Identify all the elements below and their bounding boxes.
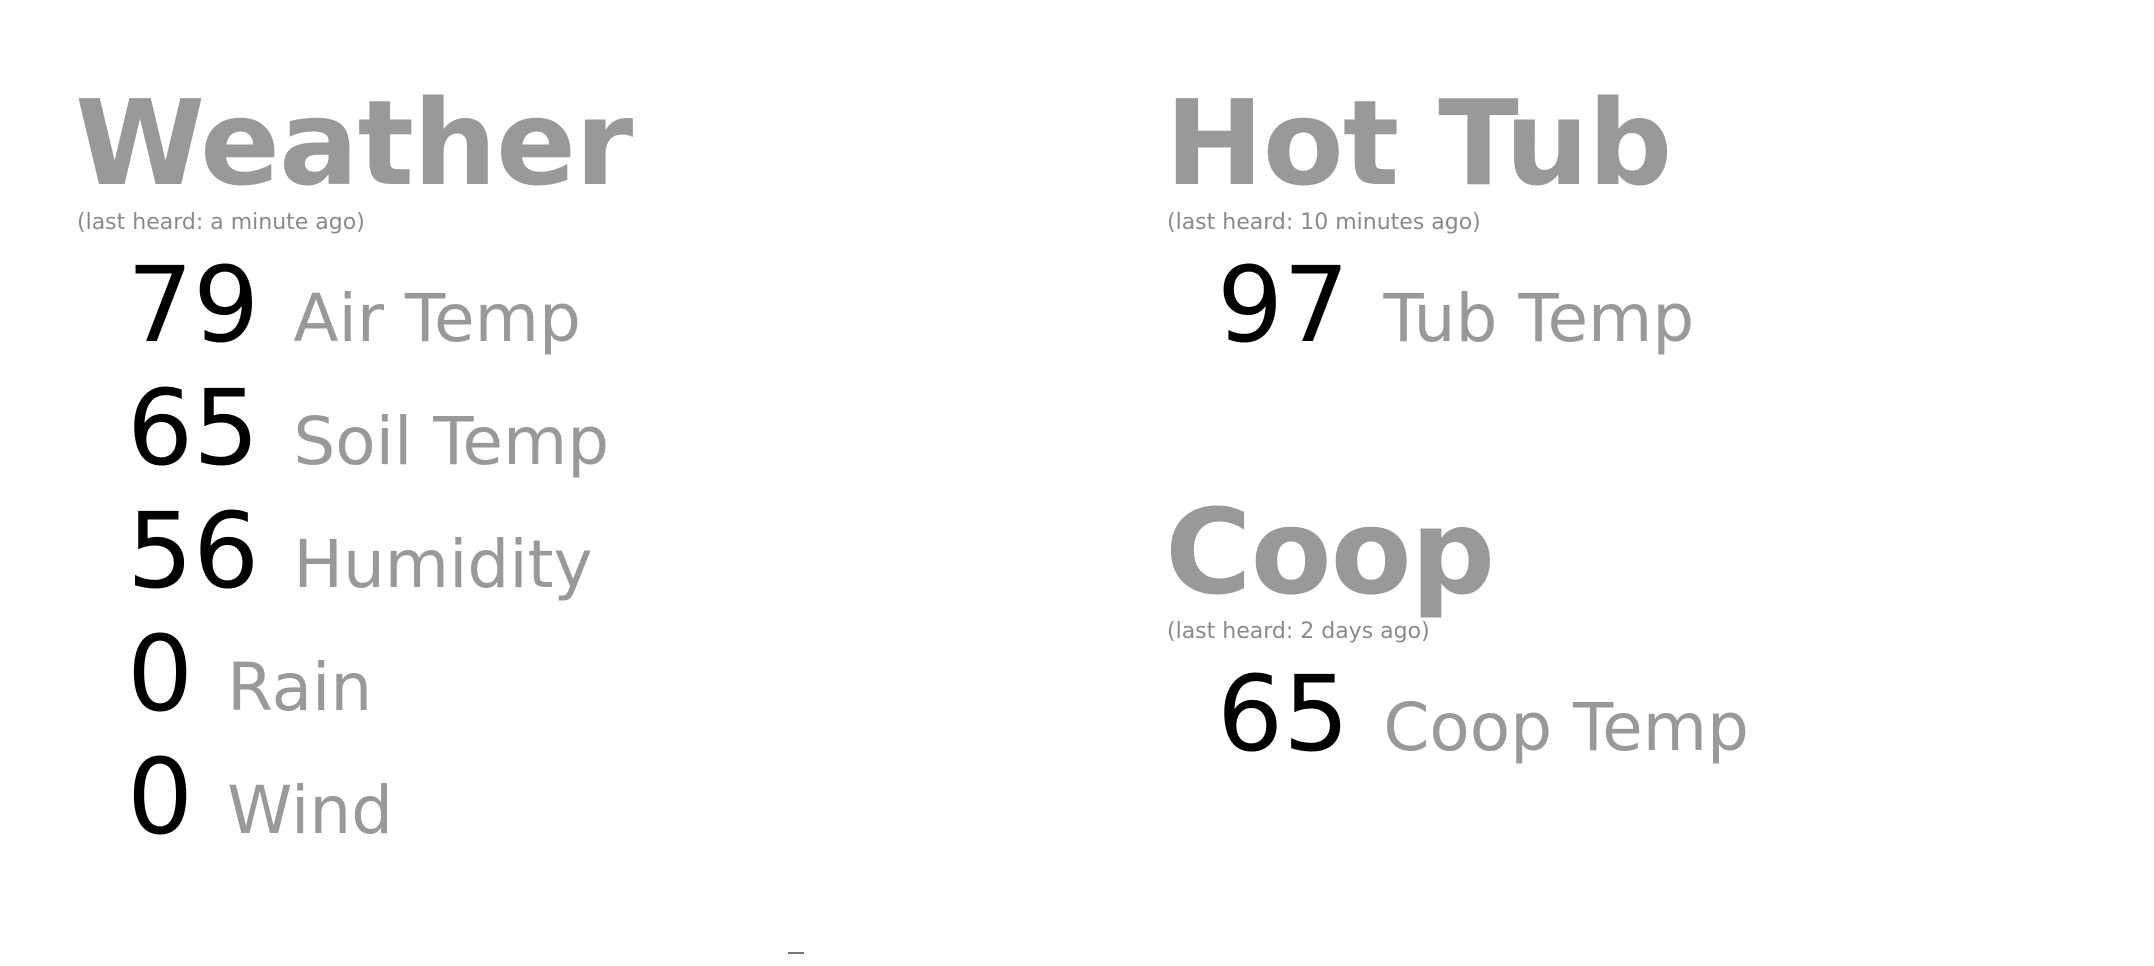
hot-tub-last-heard: (last heard: 10 minutes ago) — [1167, 210, 1481, 235]
coop-last-heard: (last heard: 2 days ago) — [1167, 619, 1430, 644]
hot-tub-readings: 97 Tub Temp — [1165, 244, 1694, 367]
hot-tub-title: Hot Tub — [1165, 74, 1672, 212]
reading-coop-temp: 65 Coop Temp — [1217, 653, 1749, 776]
reading-wind: 0 Wind — [127, 736, 632, 859]
reading-soil-temp: 65 Soil Temp — [127, 367, 632, 490]
tub-temp-label: Tub Temp — [1383, 280, 1695, 357]
tub-temp-value: 97 — [1217, 244, 1350, 366]
soil-temp-label: Soil Temp — [293, 403, 610, 480]
footer-dash — [788, 952, 804, 954]
coop-panel: Coop (last heard: 2 days ago) 65 Coop Te… — [1165, 487, 1749, 776]
coop-temp-label: Coop Temp — [1383, 689, 1749, 766]
reading-rain: 0 Rain — [127, 613, 632, 736]
coop-readings: 65 Coop Temp — [1165, 653, 1749, 776]
reading-air-temp: 79 Air Temp — [127, 244, 632, 367]
wind-value: 0 — [127, 736, 194, 858]
rain-value: 0 — [127, 613, 194, 735]
weather-readings: 79 Air Temp 65 Soil Temp 56 Humidity 0 R… — [75, 244, 632, 859]
coop-temp-value: 65 — [1217, 653, 1350, 775]
humidity-value: 56 — [127, 490, 260, 612]
rain-label: Rain — [227, 649, 373, 726]
air-temp-value: 79 — [127, 244, 260, 366]
humidity-label: Humidity — [293, 526, 593, 603]
wind-label: Wind — [227, 772, 394, 849]
weather-last-heard: (last heard: a minute ago) — [77, 210, 365, 235]
air-temp-label: Air Temp — [293, 280, 581, 357]
weather-panel: Weather (last heard: a minute ago) 79 Ai… — [75, 74, 633, 859]
hot-tub-panel: Hot Tub (last heard: 10 minutes ago) 97 … — [1165, 78, 1694, 367]
soil-temp-value: 65 — [127, 367, 260, 489]
weather-title: Weather — [75, 74, 633, 212]
coop-title: Coop — [1165, 483, 1495, 621]
reading-tub-temp: 97 Tub Temp — [1217, 244, 1694, 367]
reading-humidity: 56 Humidity — [127, 490, 632, 613]
